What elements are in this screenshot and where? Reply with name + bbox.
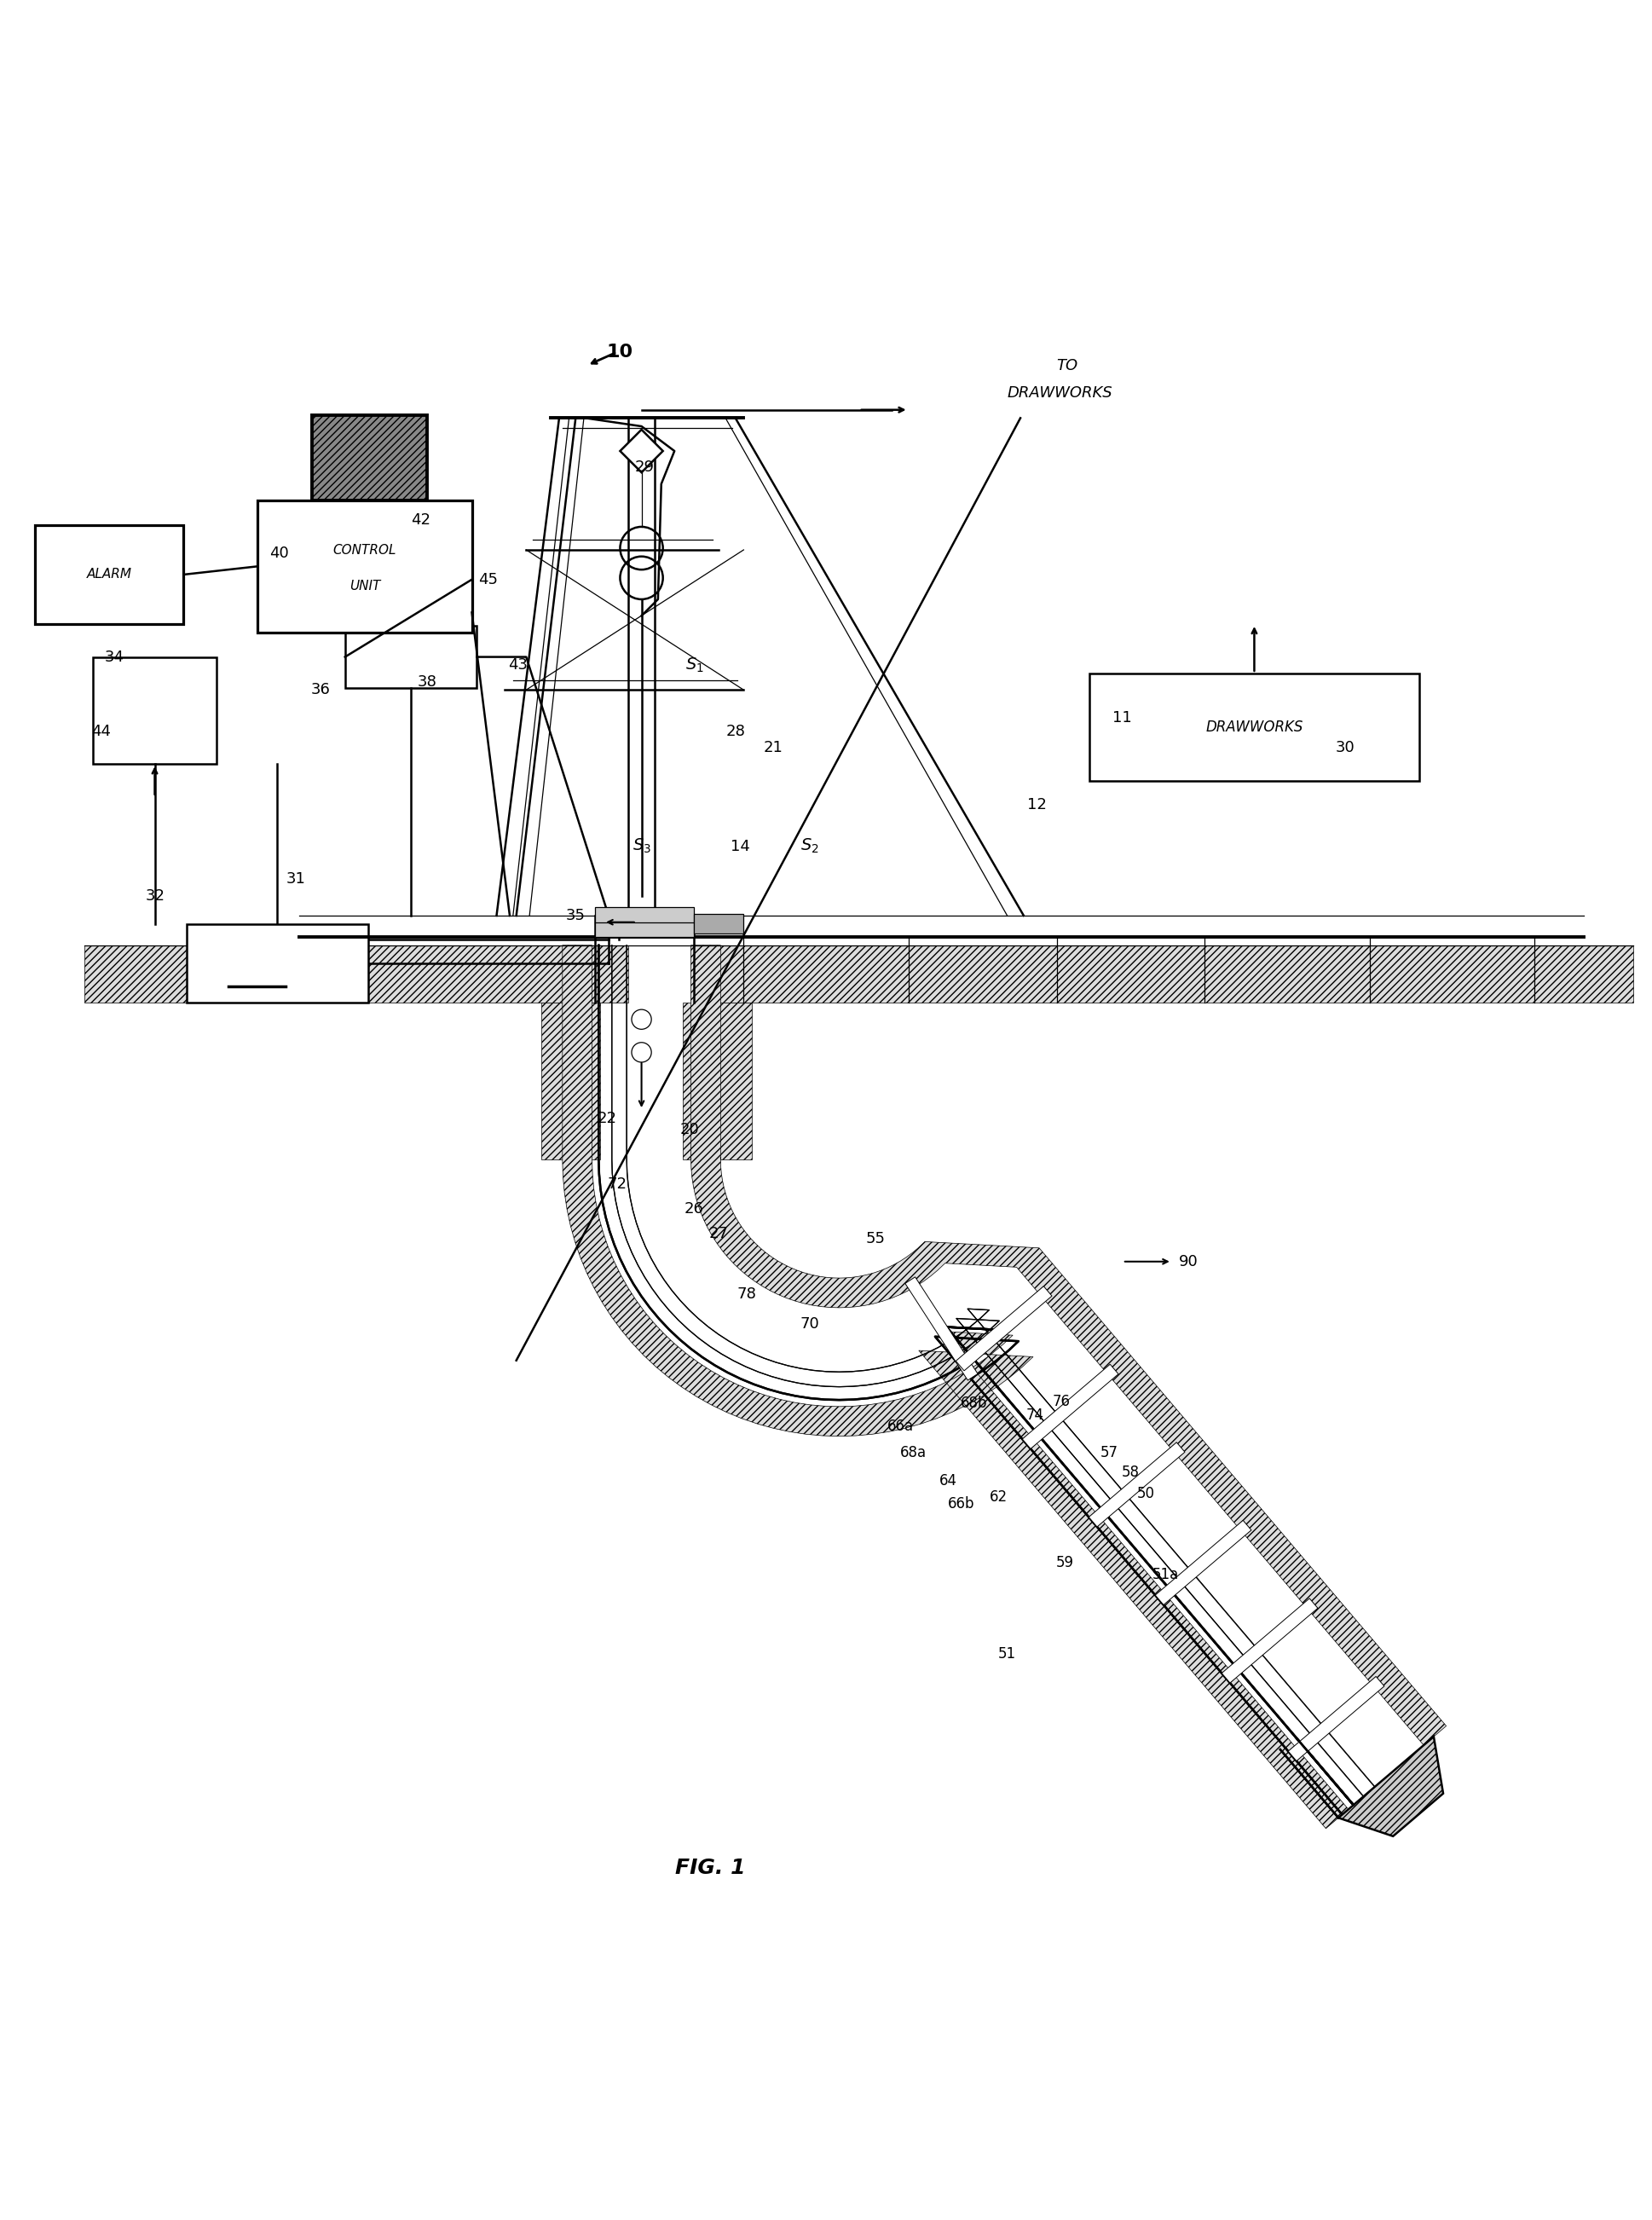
Text: 38: 38	[418, 675, 438, 690]
Text: 59: 59	[1056, 1556, 1074, 1572]
Text: 58: 58	[1122, 1465, 1140, 1481]
Text: DRAWWORKS: DRAWWORKS	[1008, 386, 1112, 402]
Text: $S_3$: $S_3$	[633, 837, 651, 855]
Bar	[35, 526, 183, 624]
Text: 42: 42	[411, 513, 431, 528]
Text: 90: 90	[1178, 1254, 1198, 1270]
Text: 64: 64	[938, 1474, 957, 1487]
Text: 40: 40	[269, 546, 289, 562]
Text: 51a: 51a	[1151, 1567, 1178, 1583]
Polygon shape	[1222, 1598, 1318, 1683]
Bar	[694, 915, 743, 935]
Text: 20: 20	[679, 1121, 699, 1137]
Bar	[345, 626, 477, 688]
Polygon shape	[1155, 1521, 1251, 1605]
Text: DRAWWORKS: DRAWWORKS	[1206, 719, 1303, 735]
Polygon shape	[1089, 1443, 1184, 1527]
Text: 31: 31	[286, 872, 306, 888]
Text: 21: 21	[763, 739, 783, 755]
Text: 72: 72	[606, 1177, 626, 1192]
Text: 66b: 66b	[948, 1496, 975, 1512]
Text: $S_1$: $S_1$	[686, 657, 704, 675]
Text: ALARM: ALARM	[88, 568, 132, 582]
Text: 36: 36	[311, 682, 330, 697]
Text: 22: 22	[596, 1110, 616, 1126]
Text: 26: 26	[684, 1201, 704, 1217]
Text: 68a: 68a	[900, 1445, 927, 1461]
Text: 35: 35	[567, 908, 585, 924]
Text: 55: 55	[866, 1230, 885, 1245]
Polygon shape	[540, 1003, 600, 1159]
Text: $S_2$: $S_2$	[800, 837, 819, 855]
Text: 29: 29	[634, 460, 654, 475]
Text: 50: 50	[1137, 1485, 1155, 1501]
Text: 34: 34	[104, 648, 124, 664]
Polygon shape	[620, 431, 662, 473]
Bar	[93, 657, 216, 764]
Text: 68b: 68b	[961, 1396, 988, 1412]
Text: 12: 12	[1028, 797, 1047, 813]
Text: 51: 51	[998, 1645, 1016, 1661]
Bar	[187, 924, 368, 1003]
Bar	[187, 924, 368, 1003]
Text: TO: TO	[1057, 357, 1079, 373]
Polygon shape	[562, 946, 1348, 1829]
Text: 28: 28	[725, 724, 745, 739]
Text: FIG. 1: FIG. 1	[676, 1858, 745, 1878]
Polygon shape	[84, 946, 628, 1003]
Bar	[312, 415, 428, 499]
Text: 57: 57	[1100, 1445, 1118, 1461]
Bar	[258, 499, 472, 633]
Text: 32: 32	[145, 888, 165, 904]
Text: 45: 45	[479, 573, 499, 586]
Text: 43: 43	[509, 657, 527, 673]
Text: 66a: 66a	[887, 1419, 914, 1434]
Text: 74: 74	[1026, 1407, 1044, 1423]
Text: CONTROL: CONTROL	[334, 544, 396, 557]
Polygon shape	[691, 946, 1446, 1745]
Polygon shape	[1023, 1365, 1118, 1450]
Polygon shape	[905, 1276, 978, 1381]
Text: 44: 44	[91, 724, 111, 739]
Text: 78: 78	[737, 1288, 757, 1303]
Polygon shape	[694, 946, 1634, 1003]
Text: UNIT: UNIT	[349, 579, 380, 593]
Text: 30: 30	[1335, 739, 1355, 755]
Polygon shape	[957, 1285, 1052, 1370]
Bar	[312, 415, 428, 499]
Polygon shape	[682, 1003, 752, 1159]
Text: 14: 14	[730, 839, 750, 855]
Text: 27: 27	[709, 1225, 729, 1241]
Bar	[595, 908, 694, 937]
Text: 10: 10	[606, 344, 633, 360]
Text: 11: 11	[1113, 710, 1132, 726]
Text: 76: 76	[1052, 1394, 1070, 1410]
Text: 70: 70	[800, 1316, 819, 1332]
Text: 62: 62	[990, 1490, 1008, 1505]
Bar	[1090, 673, 1419, 781]
Polygon shape	[1338, 1736, 1444, 1836]
Polygon shape	[1289, 1676, 1384, 1760]
